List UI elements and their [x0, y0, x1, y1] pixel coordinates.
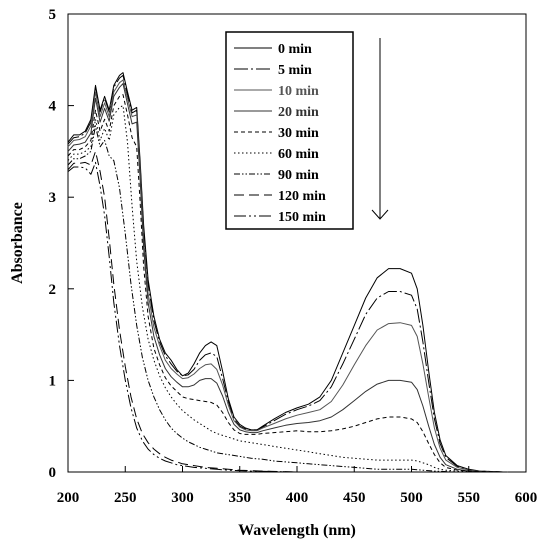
x-tick-label: 600 — [515, 490, 538, 506]
legend: 0 min 5 min 10 min 20 min 30 min 60 min 90 min… — [225, 31, 354, 230]
y-tick-label: 3 — [49, 190, 57, 206]
legend-items: 0 min 5 min 10 min 20 min 30 min 60 min 90 min… — [234, 42, 326, 225]
x-tick-label: 300 — [171, 490, 194, 506]
series-layer — [67, 72, 526, 473]
legend-label: 10 min — [278, 84, 319, 99]
y-tick-label: 5 — [49, 7, 57, 23]
series-line-10-min — [67, 79, 526, 473]
x-tick-label: 500 — [400, 490, 423, 506]
ticks-layer: 200 250 300 350 400 450 500 550 600 0 1 2 3 4 5 — [49, 7, 538, 506]
legend-box — [225, 31, 354, 230]
legend-label: 150 min — [278, 210, 326, 225]
y-tick-label: 1 — [49, 373, 57, 389]
x-tick-label: 400 — [286, 490, 309, 506]
legend-label: 0 min — [278, 42, 312, 57]
legend-label: 20 min — [278, 105, 319, 120]
series-line-5-min — [67, 74, 526, 473]
x-tick-label: 250 — [114, 490, 137, 506]
x-tick-label: 200 — [57, 490, 80, 506]
series-line-30-min — [67, 94, 526, 473]
x-tick-label: 350 — [229, 490, 252, 506]
series-line-0-min — [67, 72, 526, 473]
down-arrow-icon — [371, 38, 389, 220]
series-line-150-min — [67, 161, 526, 473]
x-axis-label: Wavelength (nm) — [238, 522, 356, 539]
series-line-120-min — [67, 150, 526, 473]
y-tick-label: 4 — [49, 99, 57, 115]
x-tick-label: 450 — [343, 490, 366, 506]
y-tick-label: 0 — [49, 465, 57, 481]
legend-label: 30 min — [278, 126, 319, 141]
legend-label: 90 min — [278, 168, 319, 183]
legend-label: 60 min — [278, 147, 319, 162]
y-axis-label: Absorbance — [9, 202, 26, 284]
legend-label: 5 min — [278, 63, 312, 78]
series-line-20-min — [67, 83, 526, 473]
legend-label: 120 min — [278, 189, 326, 204]
y-tick-label: 2 — [49, 282, 57, 298]
series-line-90-min — [67, 125, 526, 473]
x-tick-label: 550 — [458, 490, 481, 506]
